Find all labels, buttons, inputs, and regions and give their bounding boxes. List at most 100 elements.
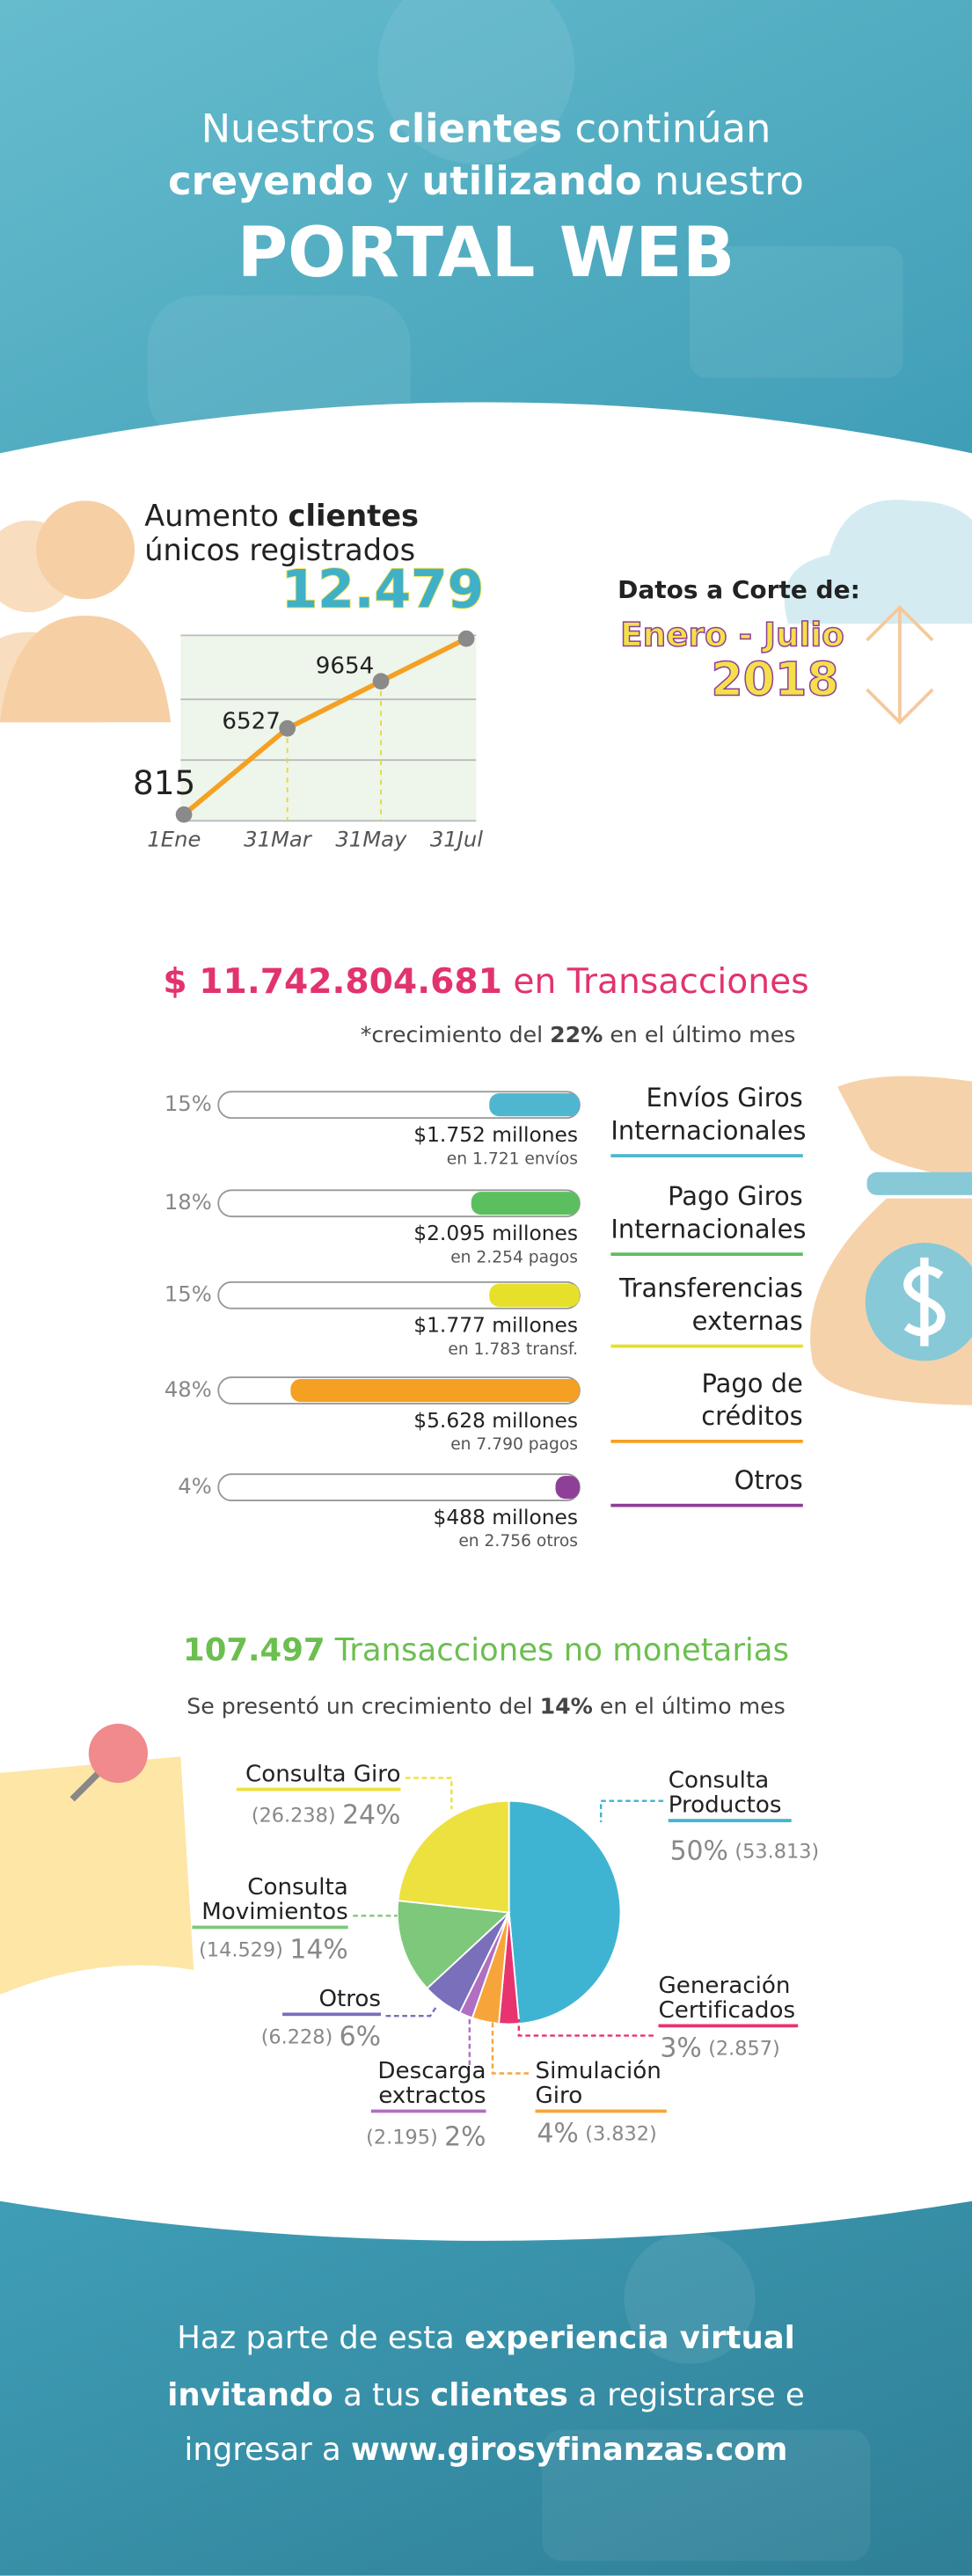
section-title: $ 11.742.804.681 en Transacciones xyxy=(163,962,808,1002)
header-line-part: utilizando xyxy=(421,157,641,204)
pie-value: (2.195) 2% xyxy=(366,2121,486,2152)
annotation: Enero - Julio xyxy=(620,616,844,654)
pie-slice xyxy=(396,1900,511,1990)
leader-line xyxy=(599,1799,664,1822)
value-label: 48% xyxy=(164,1376,212,1402)
category-label: Generación Certificados xyxy=(658,1974,799,2028)
line-series xyxy=(182,636,468,817)
value-label: 15% xyxy=(164,1091,212,1116)
header-line-part: nuestro xyxy=(642,157,804,204)
x-tick-label: 31Mar xyxy=(244,827,313,852)
header-line-part: Nuestros xyxy=(201,105,389,151)
count-label: (14.529) xyxy=(199,1938,283,1961)
chart-title-part: únicos registrados xyxy=(144,533,415,567)
leader-line xyxy=(385,2005,438,2018)
header-line-part: PORTAL WEB xyxy=(238,214,735,294)
count-label: en 7.790 pagos xyxy=(450,1435,578,1454)
category-label: Consulta Productos xyxy=(668,1769,792,1822)
hero-curve xyxy=(0,402,972,542)
amount-label: $2.095 millones xyxy=(413,1221,578,1245)
pie-value: (6.228) 6% xyxy=(261,2021,381,2052)
value-label: 9654 xyxy=(316,653,375,679)
chart-title: Aumento clientes xyxy=(144,498,419,532)
pie-slice xyxy=(397,1799,510,1914)
value-label: 12.479 xyxy=(281,559,484,620)
section-title-part: 107.497 xyxy=(183,1632,325,1668)
value-label: 24% xyxy=(342,1799,400,1830)
amount-label: $5.628 millones xyxy=(413,1408,578,1433)
hero-decoration xyxy=(147,295,411,443)
category-label: Otros xyxy=(610,1464,803,1507)
value-label: 2% xyxy=(444,2121,486,2152)
plot-rules xyxy=(180,634,477,822)
count-label: (2.857) xyxy=(708,2037,780,2060)
bar xyxy=(290,1378,580,1403)
header-line: PORTAL WEB xyxy=(238,214,735,294)
line-point xyxy=(175,806,193,823)
value-label: 6527 xyxy=(222,708,280,734)
line-point xyxy=(372,673,390,690)
footer-line-part: ingresar a xyxy=(185,2432,351,2468)
person-icon xyxy=(0,500,172,723)
pie-value: (26.238) 24% xyxy=(252,1799,401,1830)
category-label: Otros xyxy=(282,1988,382,2017)
pie-value: (14.529) 14% xyxy=(199,1934,348,1965)
plot-background xyxy=(180,635,477,821)
footer-line-part: a registrarse e xyxy=(568,2377,805,2413)
footer-line-part: www.girosyfinanzas.com xyxy=(351,2432,787,2468)
line-point xyxy=(279,719,296,737)
leader-line xyxy=(517,2018,654,2037)
category-label: Envíos Giros Internacionales xyxy=(610,1082,806,1157)
bar xyxy=(489,1283,580,1307)
pie-slice xyxy=(508,1799,622,2025)
section-subtitle-part: en el último mes xyxy=(603,1022,795,1047)
value-label: 815 xyxy=(133,763,195,802)
value-label: 6% xyxy=(340,2021,381,2052)
pie-value: 4% (3.832) xyxy=(537,2118,656,2149)
count-label: (26.238) xyxy=(252,1804,336,1827)
footer-line-part: Haz parte de esta xyxy=(177,2320,464,2356)
header-line-part: y xyxy=(373,157,421,204)
header-line-part: creyendo xyxy=(168,157,373,204)
section-subtitle-part: Se presentó un crecimiento del xyxy=(186,1693,539,1719)
annotation: 2018 xyxy=(711,653,838,707)
bar xyxy=(555,1476,580,1500)
category-label: Simulación Giro xyxy=(535,2060,667,2113)
count-label: en 1.783 transf. xyxy=(448,1340,578,1359)
category-label: Consulta Giro xyxy=(236,1762,401,1792)
footer-line: Haz parte de esta experiencia virtual xyxy=(177,2320,795,2356)
section-title: 107.497 Transacciones no monetarias xyxy=(183,1632,789,1668)
chart-title-part: clientes xyxy=(289,498,419,532)
leader-line xyxy=(406,1777,453,1809)
leader-line xyxy=(491,2022,530,2075)
bar xyxy=(489,1093,580,1117)
section-subtitle-part: *crecimiento del xyxy=(361,1022,550,1047)
x-tick-label: 31May xyxy=(335,827,407,852)
amount-label: $1.752 millones xyxy=(413,1122,578,1147)
count-label: (6.228) xyxy=(261,2025,333,2048)
header-line: Nuestros clientes continúan xyxy=(201,105,771,151)
category-label: Descarga extractos xyxy=(370,2060,486,2113)
header-line-part: clientes xyxy=(388,105,562,151)
value-label: 4% xyxy=(537,2118,578,2149)
value-label: 18% xyxy=(164,1189,212,1215)
header-line: creyendo y utilizando nuestro xyxy=(168,157,804,204)
annotation: Datos a Corte de: xyxy=(618,575,860,604)
chart-title-part: Aumento xyxy=(144,498,288,532)
footer-curve xyxy=(0,2166,972,2241)
arrow-icon xyxy=(866,605,934,725)
count-label: (53.813) xyxy=(734,1840,819,1863)
amount-label: $1.777 millones xyxy=(413,1313,578,1338)
bar xyxy=(471,1192,580,1215)
footer-line: invitando a tus clientes a registrarse e xyxy=(167,2377,804,2413)
category-label: Consulta Movimientos xyxy=(192,1876,348,1930)
count-label: (3.832) xyxy=(585,2122,657,2145)
category-label: Pago Giros Internacionales xyxy=(610,1180,806,1256)
amount-label: $488 millones xyxy=(434,1505,579,1529)
line-point xyxy=(457,630,475,647)
section-title-part: Transacciones no monetarias xyxy=(325,1632,789,1668)
header-line-part: continúan xyxy=(562,105,771,151)
footer-line-part: a tus xyxy=(333,2377,430,2413)
